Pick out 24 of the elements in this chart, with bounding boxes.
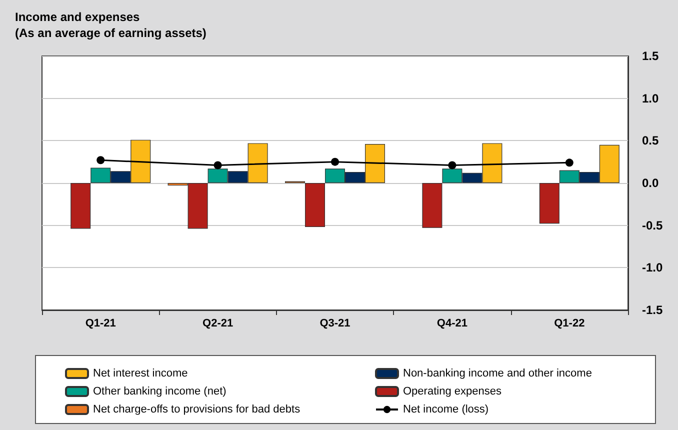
legend-label: Other banking income (net) (93, 386, 226, 398)
legend-label: Operating expenses (403, 386, 502, 398)
legend-label: Net income (loss) (403, 404, 489, 416)
x-tick-label: Q4-21 (436, 318, 468, 330)
x-tick-label: Q3-21 (320, 318, 350, 330)
y-tick-label: 0.0 (642, 176, 660, 190)
y-tick-label: 1.0 (642, 91, 660, 106)
y-tick-label: -0.5 (642, 218, 664, 232)
bar (70, 183, 91, 229)
x-tick-label: Q1-22 (554, 318, 585, 330)
chart-subtitle: (As an average of earning assets) (15, 26, 206, 40)
y-tick-label: 0.5 (642, 134, 660, 148)
y-tick-label: 1.5 (642, 49, 660, 63)
legend-label: Net interest income (93, 368, 188, 380)
x-tick-label: Q2-21 (202, 318, 234, 330)
bar (305, 183, 325, 228)
bar (422, 183, 442, 228)
legend-label: Non-banking income and other income (403, 368, 592, 380)
chart-title: Income and expenses (15, 10, 140, 24)
y-tick-label: -1.5 (642, 303, 664, 317)
y-tick-label: -1.0 (642, 260, 664, 275)
legend-label: Net charge-offs to provisions for bad debts (93, 404, 301, 416)
x-tick-label: Q1-21 (85, 318, 116, 330)
bar (539, 183, 560, 224)
